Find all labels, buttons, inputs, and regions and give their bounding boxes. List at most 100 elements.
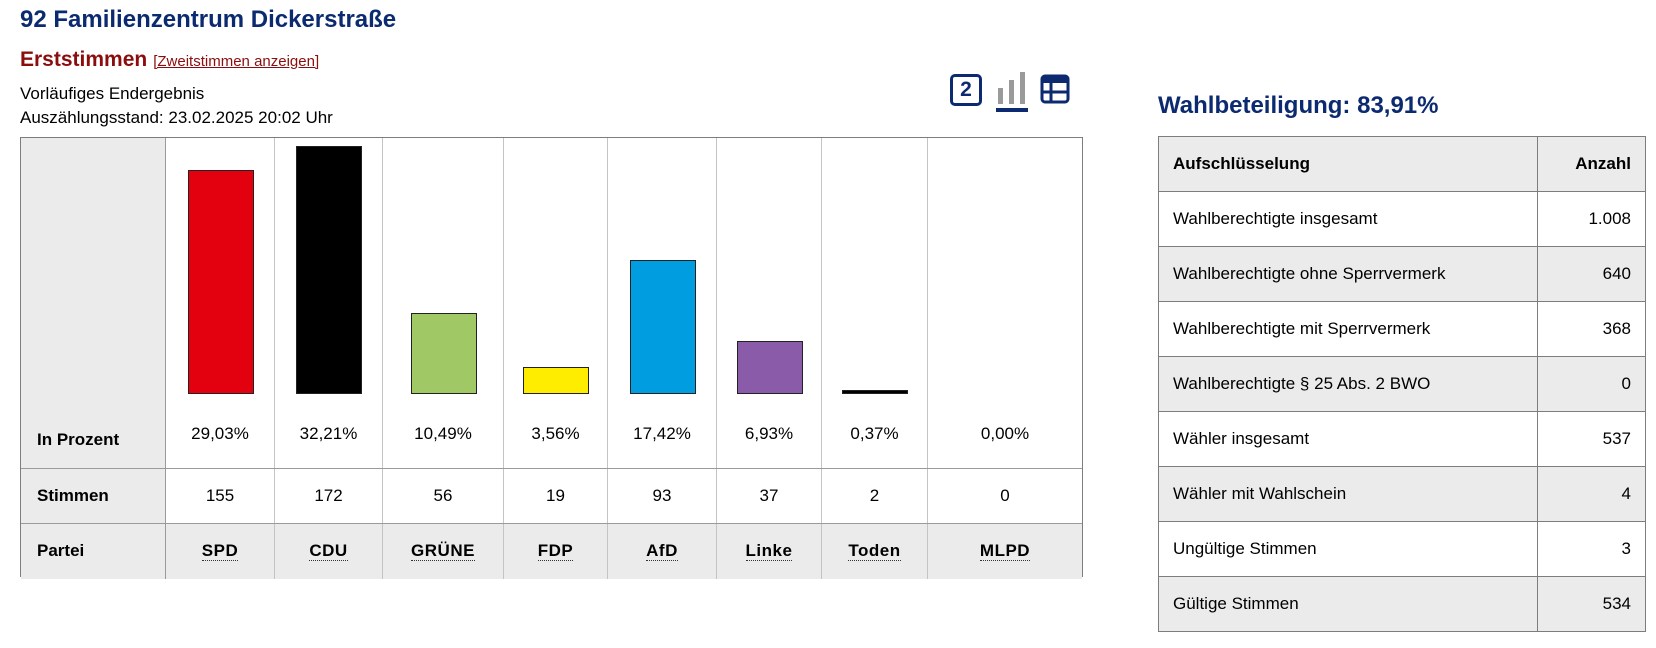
- party-name-afd[interactable]: AfD: [646, 541, 678, 561]
- percent-label-linke: 6,93%: [744, 424, 794, 443]
- party-cell: AfD: [608, 524, 717, 579]
- votes-cell: 2: [822, 469, 928, 524]
- votes-value-fdp: 19: [546, 486, 565, 505]
- breakdown-value: 534: [1537, 576, 1646, 632]
- breakdown-label: Ungültige Stimmen: [1158, 521, 1538, 577]
- votes-value-mlpd: 0: [1000, 486, 1010, 505]
- party-cell: MLPD: [928, 524, 1082, 579]
- party-name-linke[interactable]: Linke: [745, 541, 793, 561]
- party-row-header: Partei: [21, 524, 166, 579]
- votes-row: Stimmen 155 172 56 19 93 37 2 0: [21, 468, 1082, 524]
- bar-spd: [188, 170, 254, 394]
- breakdown-row: Wähler insgesamt 537: [1158, 411, 1646, 467]
- percent-row-label: In Prozent: [37, 430, 120, 449]
- votes-cell: 37: [717, 469, 822, 524]
- party-cell: GRÜNE: [383, 524, 504, 579]
- breakdown-header-label: Aufschlüsselung: [1158, 136, 1538, 192]
- party-row: Partei SPD CDU GRÜNE FDP AfD Linke Toden MLPD: [21, 523, 1082, 579]
- chart-column: 29,03%: [166, 138, 275, 468]
- party-cell: Toden: [822, 524, 928, 579]
- percent-label-cdu: 32,21%: [299, 424, 358, 443]
- breakdown-header-row: Aufschlüsselung Anzahl: [1158, 136, 1646, 192]
- votes-cell: 93: [608, 469, 717, 524]
- votes-value-cdu: 172: [314, 486, 343, 505]
- results-table: In Prozent 29,03% 32,21% 10,49% 3,56% 17,42%…: [20, 137, 1083, 579]
- vote-type-label: Erststimmen: [20, 48, 148, 71]
- party-name-grüne[interactable]: GRÜNE: [411, 541, 475, 561]
- party-cell: SPD: [166, 524, 275, 579]
- chart-column: 6,93%: [717, 138, 822, 468]
- chart-column: 17,42%: [608, 138, 717, 468]
- bar-afd: [630, 260, 696, 394]
- turnout-heading: Wahlbeteiligung: 83,91%: [1158, 92, 1439, 119]
- breakdown-row: Gültige Stimmen 534: [1158, 576, 1646, 632]
- party-name-toden[interactable]: Toden: [848, 541, 901, 561]
- percent-label-fdp: 3,56%: [531, 424, 580, 443]
- party-cell: CDU: [275, 524, 383, 579]
- breakdown-row: Ungültige Stimmen 3: [1158, 521, 1646, 577]
- page-title: 92 Familienzentrum Dickerstraße: [20, 6, 397, 33]
- table-icon[interactable]: [1040, 74, 1070, 104]
- bar-linke: [737, 341, 803, 394]
- votes-value-toden: 2: [869, 486, 880, 505]
- votes-value-spd: 155: [205, 486, 235, 505]
- chart-column: 10,49%: [383, 138, 504, 468]
- chart-column: 3,56%: [504, 138, 608, 468]
- votes-cell: 172: [275, 469, 383, 524]
- votes-value-afd: 93: [652, 486, 672, 505]
- bar-chart-icon[interactable]: [996, 72, 1028, 112]
- breakdown-row: Wähler mit Wahlschein 4: [1158, 466, 1646, 522]
- party-row-label: Partei: [37, 541, 85, 560]
- votes-cell: 19: [504, 469, 608, 524]
- votes-cell: 155: [166, 469, 275, 524]
- breakdown-label: Gültige Stimmen: [1158, 576, 1538, 632]
- party-name-mlpd[interactable]: MLPD: [979, 541, 1031, 561]
- breakdown-value: 368: [1537, 301, 1646, 357]
- votes-cell: 0: [928, 469, 1082, 524]
- bar-grüne: [411, 313, 477, 394]
- breakdown-label: Wähler mit Wahlschein: [1158, 466, 1538, 522]
- percent-row-header: In Prozent: [21, 138, 166, 468]
- breakdown-row: Wahlberechtigte mit Sperrvermerk 368: [1158, 301, 1646, 357]
- number-2-icon[interactable]: 2: [950, 74, 982, 106]
- party-cell: Linke: [717, 524, 822, 579]
- votes-row-label: Stimmen: [37, 486, 109, 505]
- party-name-fdp[interactable]: FDP: [537, 541, 574, 561]
- breakdown-value: 537: [1537, 411, 1646, 467]
- breakdown-row: Wahlberechtigte § 25 Abs. 2 BWO 0: [1158, 356, 1646, 412]
- votes-value-linke: 37: [759, 486, 779, 505]
- bar-toden: [842, 390, 908, 394]
- breakdown-value: 1.008: [1537, 191, 1646, 247]
- percent-row: In Prozent 29,03% 32,21% 10,49% 3,56% 17,42%…: [21, 138, 1082, 468]
- votes-row-header: Stimmen: [21, 469, 166, 524]
- party-name-cdu[interactable]: CDU: [309, 541, 348, 561]
- breakdown-value: 0: [1537, 356, 1646, 412]
- bar-cdu: [296, 146, 362, 394]
- votes-cell: 56: [383, 469, 504, 524]
- breakdown-row: Wahlberechtigte ohne Sperrvermerk 640: [1158, 246, 1646, 302]
- party-cell: FDP: [504, 524, 608, 579]
- breakdown-value: 3: [1537, 521, 1646, 577]
- vote-type-heading: Erststimmen [Zweitstimmen anzeigen]: [20, 48, 319, 72]
- breakdown-value: 4: [1537, 466, 1646, 522]
- breakdown-header-count: Anzahl: [1537, 136, 1646, 192]
- zweitstimmen-link[interactable]: [Zweitstimmen anzeigen]: [153, 53, 320, 70]
- breakdown-label: Wahlberechtigte mit Sperrvermerk: [1158, 301, 1538, 357]
- chart-column: 0,37%: [822, 138, 928, 468]
- party-name-spd[interactable]: SPD: [201, 541, 239, 561]
- breakdown-label: Wahlberechtigte insgesamt: [1158, 191, 1538, 247]
- chart-column: 32,21%: [275, 138, 383, 468]
- breakdown-label: Wähler insgesamt: [1158, 411, 1538, 467]
- breakdown-label: Wahlberechtigte § 25 Abs. 2 BWO: [1158, 356, 1538, 412]
- chart-column: 0,00%: [928, 138, 1082, 468]
- result-status: Vorläufiges Endergebnis: [20, 84, 205, 103]
- breakdown-row: Wahlberechtigte insgesamt 1.008: [1158, 191, 1646, 247]
- votes-value-grüne: 56: [433, 486, 453, 505]
- count-timestamp: Auszählungsstand: 23.02.2025 20:02 Uhr: [20, 108, 333, 127]
- percent-label-afd: 17,42%: [633, 424, 691, 443]
- bar-fdp: [523, 367, 589, 394]
- breakdown-table: Aufschlüsselung Anzahl Wahlberechtigte i…: [1158, 136, 1646, 632]
- breakdown-value: 640: [1537, 246, 1646, 302]
- percent-label-mlpd: 0,00%: [980, 424, 1030, 443]
- view-switcher: 2: [950, 72, 1070, 114]
